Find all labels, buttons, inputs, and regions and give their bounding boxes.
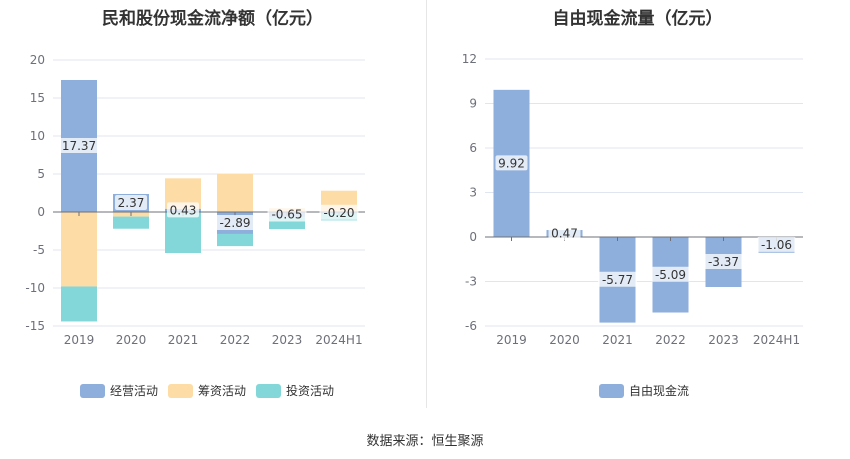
x-tick-label: 2024H1: [753, 333, 800, 347]
data-label-bg: [319, 204, 359, 220]
data-label-bg: [757, 236, 796, 252]
legend-label: 筹资活动: [198, 384, 246, 398]
data-label: -2.89: [219, 216, 250, 230]
bar-投资活动-2019: [61, 286, 97, 322]
y-tick-label: 3: [469, 186, 477, 200]
legend-swatch-经营活动: [80, 384, 105, 398]
legend-swatch-筹资活动: [168, 384, 193, 398]
x-tick-label: 2023: [708, 333, 739, 347]
bar-投资活动-2022: [217, 233, 253, 247]
chart-1: 20 15 10 5 0 -5 -10 -15 2019 2020 2021 2022 2023 2024…: [25, 53, 365, 398]
chart-title-left: 民和股份现金流净额（亿元）: [102, 9, 323, 29]
data-label: -1.06: [761, 238, 792, 252]
bar-投资活动-2021: [165, 212, 201, 254]
data-label: 0.47: [551, 227, 578, 241]
chart-2: 12 9 6 3 0 -3 -6 2019 2020 2021 2022 2023 2024H1 9.92…: [462, 52, 803, 398]
data-label-bg: [115, 194, 147, 210]
x-tick-label: 2019: [64, 333, 95, 347]
data-source: 数据来源：恒生聚源: [366, 434, 484, 449]
x-tick-label: 2024H1: [315, 333, 362, 347]
x-tick-label: 2022: [655, 333, 686, 347]
data-label: -0.65: [271, 207, 302, 221]
chart-title-right: 自由现金流量（亿元）: [552, 9, 723, 29]
bar-投资活动-2020: [113, 216, 149, 229]
data-label-bg: [215, 214, 255, 230]
y-tick-label: -6: [465, 319, 477, 333]
y-tick-label: 10: [30, 129, 45, 143]
data-label-bg: [651, 266, 690, 282]
data-label-bg: [704, 253, 743, 269]
x-tick-label: 2020: [549, 333, 580, 347]
y-tick-label: 12: [462, 52, 477, 66]
legend-label: 投资活动: [286, 383, 334, 398]
x-tick-label: 2019: [496, 333, 527, 347]
y-tick-label: 0: [37, 205, 45, 219]
data-label-bg: [495, 155, 528, 171]
y-tick-label: -3: [465, 275, 477, 289]
data-label-bg: [167, 202, 199, 218]
data-label: -3.37: [708, 255, 739, 269]
data-label-bg: [548, 225, 581, 241]
bar-筹资活动-2022: [217, 174, 253, 212]
y-tick-label: 9: [469, 97, 477, 111]
y-tick-label: -10: [25, 281, 45, 295]
data-label: 9.92: [498, 156, 525, 170]
y-tick-label: 0: [469, 230, 477, 244]
data-label-bg: [598, 271, 637, 287]
panel-divider: [426, 0, 427, 408]
y-tick-label: -15: [25, 319, 45, 333]
x-tick-label: 2022: [220, 333, 251, 347]
y-tick-label: -5: [33, 243, 45, 257]
x-tick-label: 2021: [602, 333, 633, 347]
legend-label: 自由现金流: [629, 383, 689, 398]
legend-label: 经营活动: [110, 384, 158, 398]
x-tick-label: 2021: [168, 333, 199, 347]
y-tick-label: 20: [30, 53, 45, 67]
data-label-bg: [267, 206, 307, 222]
data-label-bg: [59, 137, 99, 153]
data-label: -0.20: [323, 206, 354, 220]
legend-swatch-自由现金流: [599, 384, 624, 398]
legend-swatch-投资活动: [256, 384, 281, 398]
y-tick-label: 5: [37, 167, 45, 181]
x-tick-label: 2023: [272, 333, 303, 347]
x-tick-label: 2020: [116, 333, 147, 347]
data-label: 17.37: [62, 139, 96, 153]
data-label: -5.09: [655, 268, 686, 282]
y-tick-label: 6: [469, 141, 477, 155]
data-label: 0.43: [170, 203, 197, 217]
data-label: 2.37: [118, 196, 145, 210]
bar-筹资活动-2019: [61, 212, 97, 287]
data-label: -5.77: [602, 273, 633, 287]
y-tick-label: 15: [30, 91, 45, 105]
